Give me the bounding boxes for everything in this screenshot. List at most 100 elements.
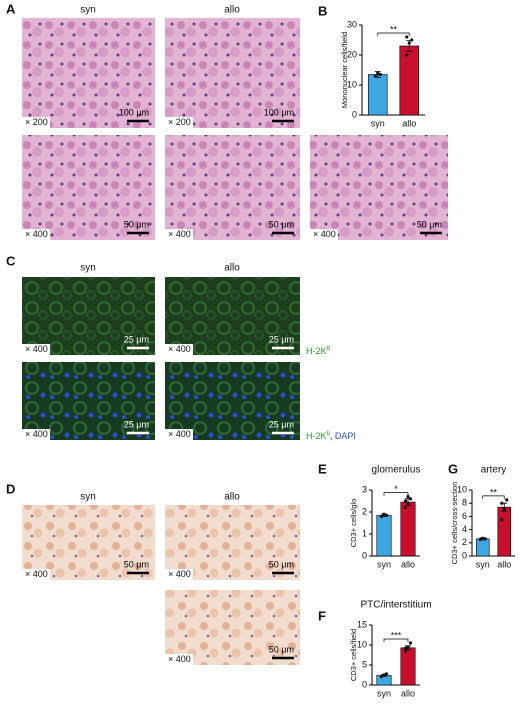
magnification: × 200 <box>168 117 191 127</box>
stain-label: H-2Kb, DAPI <box>306 431 356 442</box>
y-tick-label: 10 <box>347 79 357 89</box>
significance: * <box>394 484 398 494</box>
scale-label: 100 μm <box>119 107 149 117</box>
significance-bracket <box>377 32 410 36</box>
micrograph <box>22 277 155 355</box>
y-tick-label: 3 <box>362 484 367 494</box>
chart-title: glomerulus <box>372 465 421 476</box>
micrograph <box>165 505 300 580</box>
data-point <box>500 518 504 522</box>
micrograph <box>165 18 300 128</box>
scale-label: 100 μm <box>264 107 294 117</box>
mag-box <box>165 569 193 580</box>
magnification: × 400 <box>25 229 48 239</box>
panel-letter: E <box>318 461 327 476</box>
data-point <box>406 501 410 505</box>
bar <box>376 514 392 557</box>
data-point <box>378 72 382 77</box>
mag-box <box>165 344 193 355</box>
y-axis-label: CD3+ cells/field <box>349 629 358 681</box>
data-point <box>406 495 410 499</box>
bar <box>475 538 490 557</box>
micrograph <box>165 362 300 440</box>
significance: ** <box>390 24 398 34</box>
magnification: × 400 <box>25 429 48 439</box>
data-point <box>483 537 487 541</box>
data-point <box>408 497 413 501</box>
scale-label: 50 μm <box>269 559 294 569</box>
column-label: allo <box>224 263 240 274</box>
micrograph <box>165 277 300 355</box>
scale-label: 50 μm <box>269 644 294 654</box>
x-tick-label: syn <box>476 559 490 569</box>
column-label: allo <box>224 5 240 16</box>
y-axis-label: CD3+ cells/cross-section <box>450 482 459 565</box>
y-axis-label: CD3+ cells/glo <box>349 499 358 548</box>
y-tick-label: 5 <box>362 659 367 669</box>
y-tick-label: 2 <box>362 506 367 516</box>
data-point <box>373 74 377 78</box>
significance: ** <box>490 487 498 497</box>
y-axis-label: Mononuclear cells/field <box>340 32 349 108</box>
mag-box <box>22 229 50 240</box>
data-point <box>382 673 386 677</box>
data-point <box>382 512 386 516</box>
y-tick-label: 20 <box>347 49 357 59</box>
magnification: × 200 <box>25 117 48 127</box>
panel-letter: G <box>448 461 458 476</box>
y-tick-label: 30 <box>347 19 357 29</box>
magnification: × 400 <box>25 344 48 354</box>
mag-box <box>22 344 50 355</box>
mag-box <box>310 229 338 240</box>
data-point <box>403 649 408 653</box>
y-tick-label: 8 <box>462 498 467 508</box>
scale-label: 25 μm <box>269 334 294 344</box>
significance-bracket <box>383 638 409 642</box>
mag-box <box>165 229 193 240</box>
data-point <box>376 71 380 75</box>
bar <box>497 506 511 557</box>
x-tick-label: syn <box>377 688 391 698</box>
scale-label: 50 μm <box>124 219 149 229</box>
data-point <box>379 675 384 679</box>
panel-letter: B <box>318 3 327 18</box>
y-tick-label: 1 <box>362 528 367 538</box>
panel-letter: D <box>6 481 15 496</box>
data-point <box>500 501 504 505</box>
y-tick-label: 0 <box>352 109 357 119</box>
data-point <box>405 35 409 39</box>
micrograph <box>22 362 155 440</box>
data-point <box>384 672 389 676</box>
data-point <box>384 513 389 517</box>
y-tick-label: 0 <box>362 679 367 689</box>
data-point <box>505 498 509 502</box>
magnification: × 400 <box>313 229 336 239</box>
magnification: × 400 <box>168 229 191 239</box>
chart-title: PTC/interstitium <box>360 600 431 611</box>
x-tick-label: allo <box>402 118 416 128</box>
data-point <box>502 506 506 511</box>
scale-label: 50 μm <box>124 559 149 569</box>
micrograph <box>165 135 300 240</box>
y-tick-label: 0 <box>362 550 367 560</box>
significance-bracket <box>482 495 505 499</box>
data-point <box>403 646 408 650</box>
mag-box <box>165 654 193 665</box>
data-point <box>410 38 414 42</box>
data-point <box>478 537 482 542</box>
y-tick-label: 2 <box>462 537 467 547</box>
y-tick-label: 10 <box>357 639 367 649</box>
chart-title: artery <box>481 465 507 476</box>
mag-box <box>165 429 193 440</box>
y-tick-label: 0 <box>462 550 467 560</box>
data-point <box>379 514 384 519</box>
data-point <box>405 53 409 57</box>
data-point <box>403 506 408 510</box>
bar <box>367 74 388 116</box>
micrograph <box>165 590 300 665</box>
y-tick-label: 10 <box>457 484 467 494</box>
data-point <box>407 41 411 45</box>
x-tick-label: syn <box>371 118 385 128</box>
significance-bracket <box>383 492 409 496</box>
